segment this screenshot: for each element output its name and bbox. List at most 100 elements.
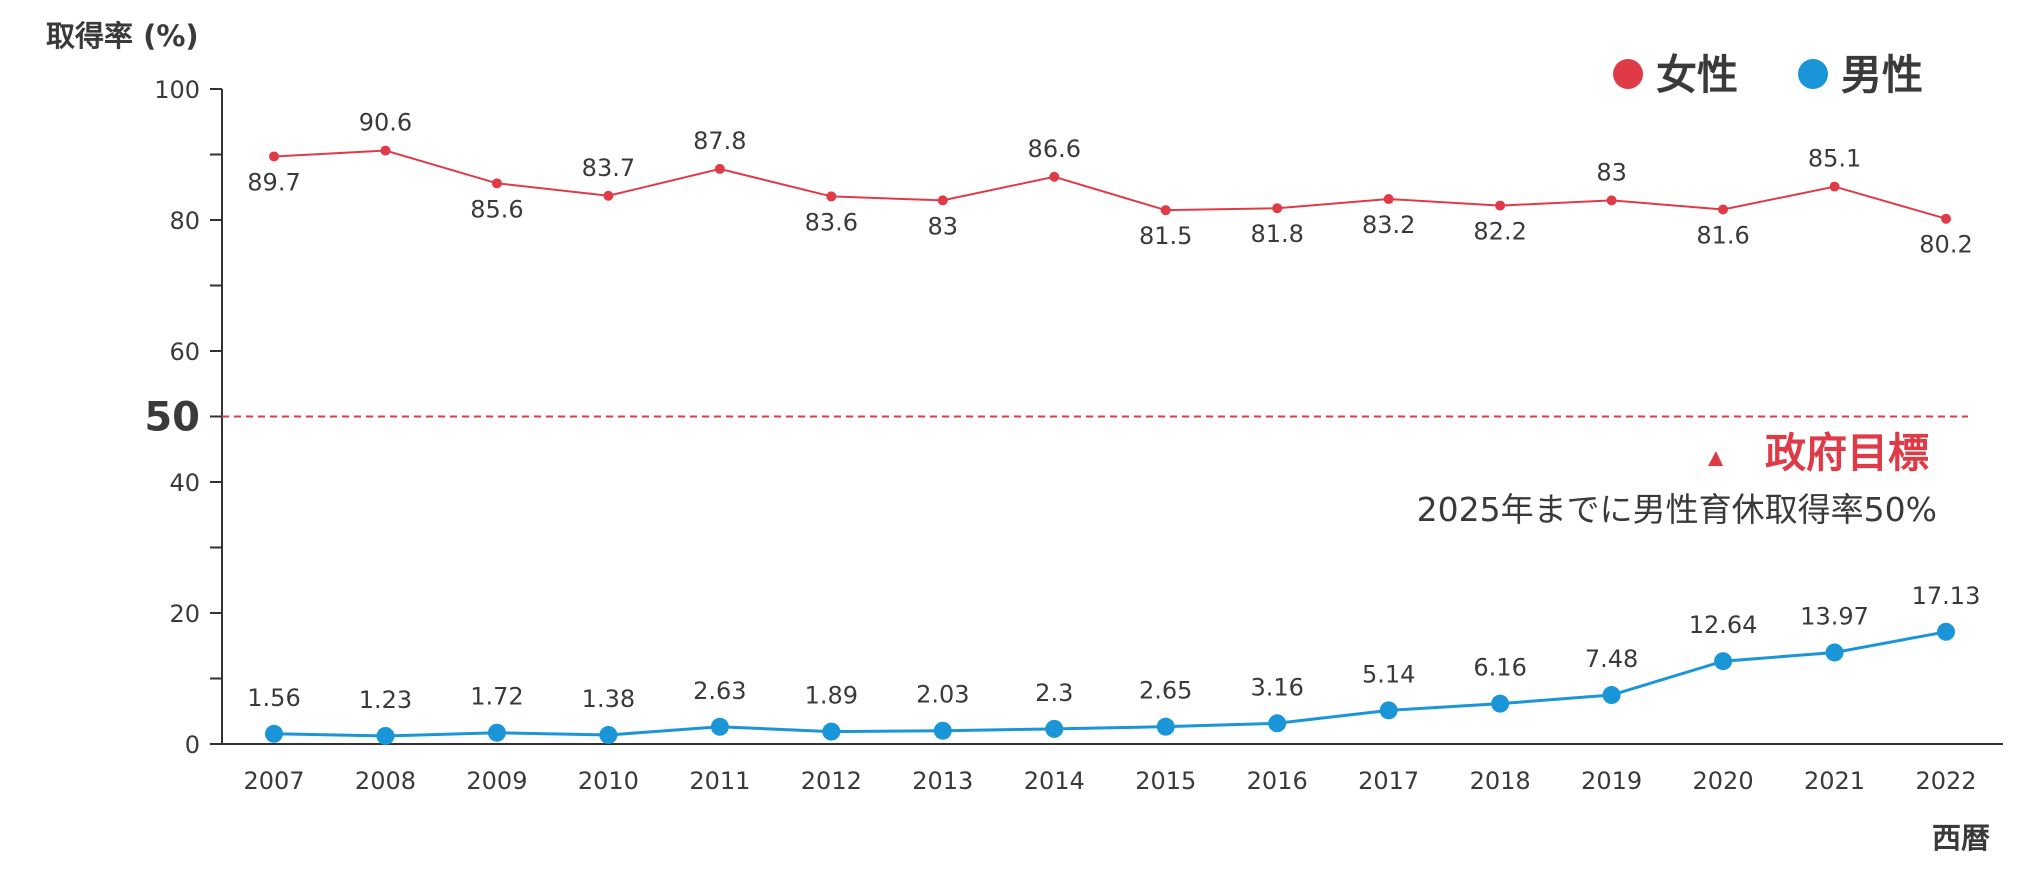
male-point <box>265 724 283 743</box>
female-data-label: 85.6 <box>470 195 523 223</box>
male-point <box>1156 717 1175 736</box>
female-data-label: 83 <box>928 212 959 240</box>
x-tick-label: 2015 <box>1135 767 1196 795</box>
x-tick-label: 2017 <box>1358 767 1419 795</box>
male-data-label: 17.13 <box>1912 582 1981 610</box>
reference-line-group: 50 <box>144 395 1968 441</box>
female-point <box>380 145 391 156</box>
y-tick-label: 0 <box>185 731 200 759</box>
female-data-label: 83.2 <box>1362 211 1415 239</box>
female-data-label: 81.6 <box>1696 222 1749 250</box>
female-data-label: 81.5 <box>1139 222 1192 250</box>
male-line <box>273 630 1947 738</box>
x-tick-label: 2007 <box>243 767 304 795</box>
series-female: 89.7 90.6 85.6 83.7 87.8 83.6 83 86.6 81.5 81.8 83… <box>247 109 1972 259</box>
y-axis-title: 取得率 (%) <box>46 19 199 53</box>
male-data-label: 1.89 <box>805 682 858 710</box>
male-point <box>1825 643 1844 662</box>
male-point <box>1602 686 1621 705</box>
female-point <box>1272 203 1283 214</box>
x-tick-label: 2019 <box>1581 767 1642 795</box>
y-ticks: 0 20 40 60 80 100 <box>154 76 222 759</box>
male-point <box>1268 714 1287 733</box>
y-tick-label: 20 <box>169 600 200 628</box>
male-data-label: 1.72 <box>470 683 523 711</box>
male-point <box>1491 694 1510 713</box>
female-point <box>937 195 948 206</box>
y-tick-label: 100 <box>154 76 200 104</box>
x-tick-label: 2022 <box>1915 767 1976 795</box>
female-point <box>269 151 279 162</box>
series-male: 1.56 1.23 1.72 1.38 2.63 1.89 2.03 2.3 2.65 3.16 5… <box>247 582 1980 745</box>
female-point <box>1718 204 1729 215</box>
male-data-label: 6.16 <box>1473 654 1526 682</box>
female-point <box>1829 181 1840 192</box>
female-point <box>603 190 614 201</box>
legend-marker-female <box>1613 59 1643 89</box>
male-point <box>487 723 506 742</box>
female-data-label: 90.6 <box>359 109 412 137</box>
male-point <box>376 726 395 745</box>
female-point <box>1495 200 1506 211</box>
x-tick-label: 2008 <box>355 767 416 795</box>
male-data-label: 12.64 <box>1689 611 1758 639</box>
male-data-label: 1.56 <box>247 684 300 712</box>
female-point <box>714 163 725 174</box>
y-tick-label: 60 <box>169 338 200 366</box>
x-tick-label: 2011 <box>689 767 750 795</box>
x-ticks: 2007 2008 2009 2010 2011 2012 2013 2014 2015 2016… <box>243 767 1976 795</box>
female-point <box>1383 194 1394 205</box>
male-point <box>1379 701 1398 720</box>
female-point <box>1606 195 1617 206</box>
reference-line-label: 50 <box>144 395 200 441</box>
female-data-label: 83.7 <box>582 154 635 182</box>
male-data-label: 2.3 <box>1035 679 1073 707</box>
female-point <box>826 191 837 202</box>
y-tick-label: 40 <box>169 469 200 497</box>
x-tick-label: 2013 <box>912 767 973 795</box>
legend-label-female: 女性 <box>1656 51 1738 99</box>
male-point <box>1714 652 1733 671</box>
target-note: 2025年までに男性育休取得率50% <box>1417 490 1937 529</box>
female-line <box>273 149 1947 220</box>
male-data-label: 2.65 <box>1139 677 1192 705</box>
x-tick-label: 2018 <box>1470 767 1531 795</box>
x-tick-label: 2014 <box>1024 767 1085 795</box>
female-point <box>1160 205 1171 216</box>
female-point <box>1049 171 1060 182</box>
male-data-label: 2.63 <box>693 677 746 705</box>
male-data-label: 5.14 <box>1362 660 1415 688</box>
legend: 女性 男性 <box>1613 51 1923 99</box>
female-data-label: 86.6 <box>1028 135 1081 163</box>
female-point <box>491 178 502 189</box>
male-data-label: 3.16 <box>1250 673 1303 701</box>
male-data-label: 1.23 <box>359 686 412 714</box>
male-data-label: 1.38 <box>582 685 635 713</box>
female-data-label: 83 <box>1596 158 1627 186</box>
male-point <box>1937 622 1955 641</box>
female-data-label: 85.1 <box>1808 145 1861 173</box>
target-title: 政府目標 <box>1765 429 1929 477</box>
male-point <box>599 725 618 744</box>
x-axis-title: 西暦 <box>1932 821 1990 855</box>
male-data-label: 2.03 <box>916 681 969 709</box>
male-data-label: 13.97 <box>1800 602 1869 630</box>
x-tick-label: 2009 <box>466 767 527 795</box>
target-annotation: 政府目標 2025年までに男性育休取得率50% <box>1417 429 1937 529</box>
triangle-up-icon <box>1708 451 1723 466</box>
x-tick-label: 2012 <box>801 767 862 795</box>
y-tick-label: 80 <box>169 207 200 235</box>
female-data-label: 81.8 <box>1250 220 1303 248</box>
female-point <box>1941 213 1951 224</box>
male-point <box>1045 719 1064 738</box>
male-point <box>710 717 729 736</box>
legend-marker-male <box>1798 59 1828 89</box>
female-data-label: 87.8 <box>693 127 746 155</box>
female-data-label: 82.2 <box>1473 218 1526 246</box>
female-data-label: 83.6 <box>805 208 858 236</box>
female-data-label: 80.2 <box>1919 231 1972 259</box>
x-tick-label: 2010 <box>578 767 639 795</box>
x-tick-label: 2020 <box>1693 767 1754 795</box>
x-tick-label: 2021 <box>1804 767 1865 795</box>
